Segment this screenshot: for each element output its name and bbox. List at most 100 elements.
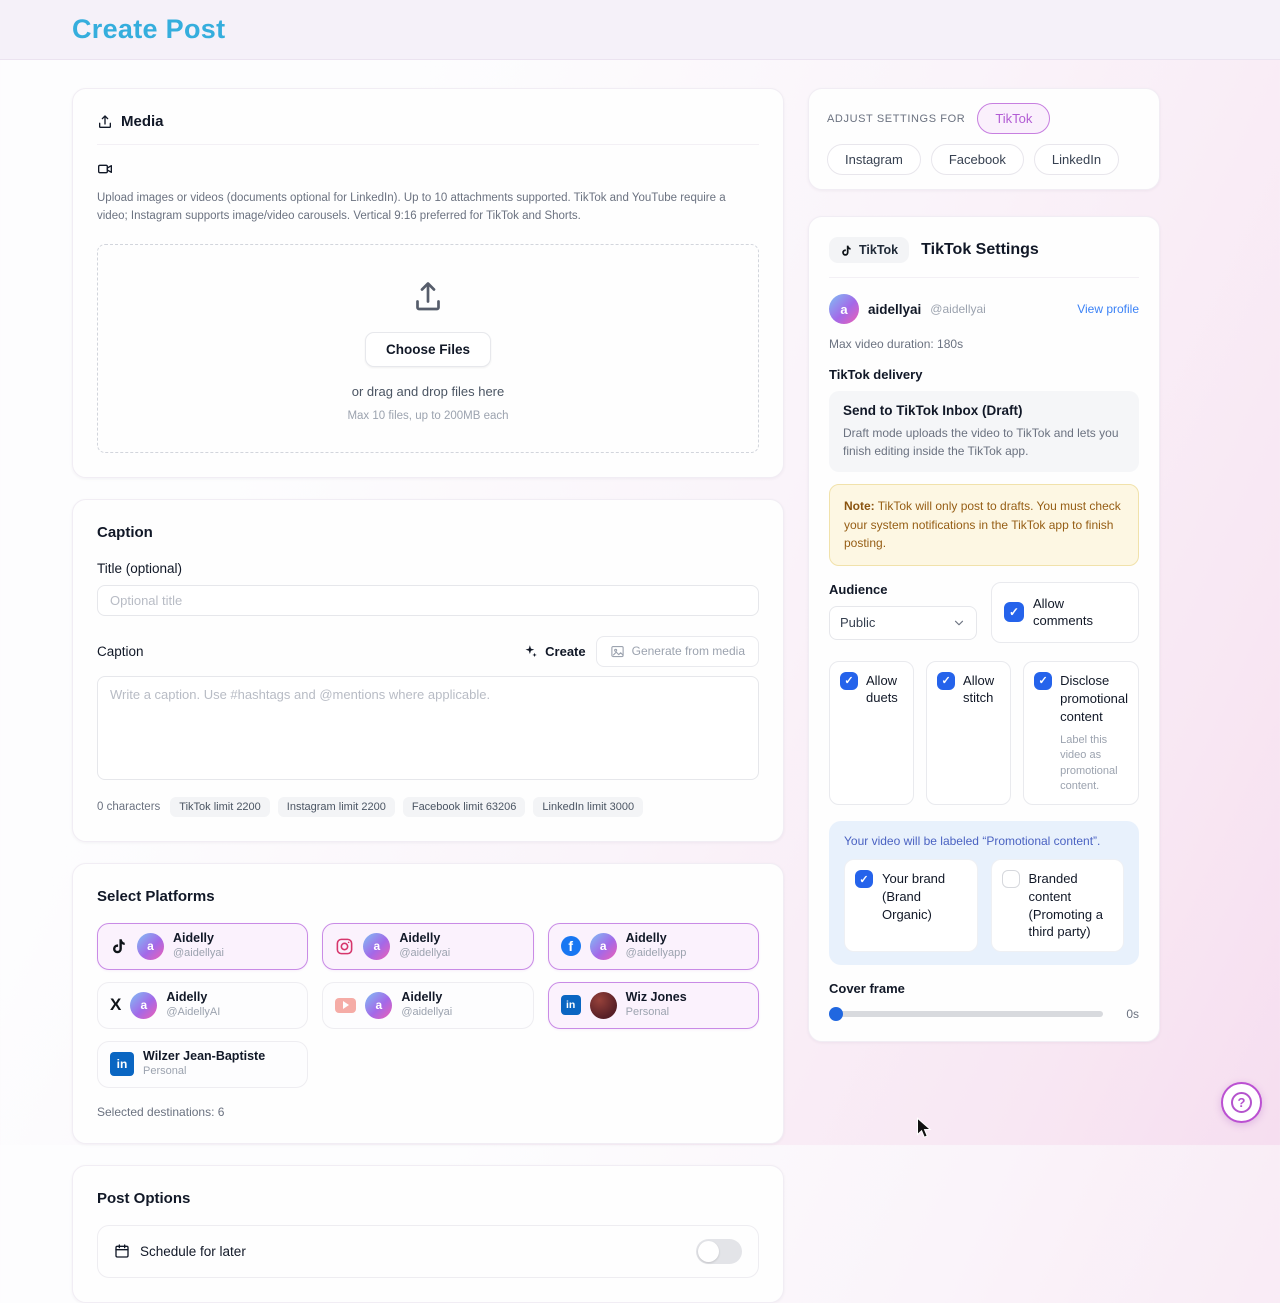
image-icon bbox=[610, 645, 624, 657]
account-handle: @aidellyapp bbox=[625, 947, 687, 960]
account-card-facebook[interactable]: f a Aidelly @aidellyapp bbox=[547, 922, 759, 970]
tiktok-account-handle: @aidellyai bbox=[930, 302, 986, 316]
tiktok-settings-card: TikTok TikTok Settings a aidellyai @aide… bbox=[808, 216, 1160, 1042]
audience-value: Public bbox=[840, 615, 876, 631]
toggle-knob bbox=[698, 1240, 719, 1262]
account-handle: @aidellyai bbox=[173, 947, 224, 960]
brand-organic-label: Your brand (Brand Organic) bbox=[882, 871, 946, 922]
slider-thumb[interactable] bbox=[829, 1006, 843, 1021]
avatar: a bbox=[130, 991, 158, 1019]
upload-icon bbox=[99, 114, 111, 128]
disclose-promo-sub: Label this video as promotional content. bbox=[1060, 733, 1118, 793]
delivery-option-title: Send to TikTok Inbox (Draft) bbox=[843, 403, 1023, 418]
question-mark-icon: ? bbox=[1231, 1092, 1252, 1113]
branded-content-checkbox[interactable] bbox=[1001, 870, 1020, 889]
character-count: 0 characters bbox=[97, 800, 161, 813]
caption-label-row: Caption Create Generate from media bbox=[97, 635, 759, 667]
generate-from-media-button[interactable]: Generate from media bbox=[595, 635, 759, 667]
caption-actions: Create Generate from media bbox=[523, 635, 759, 667]
account-name: Aidelly bbox=[401, 990, 443, 1005]
cover-frame-row: 0s bbox=[829, 1006, 1139, 1021]
chevron-down-icon bbox=[954, 620, 964, 626]
tiktok-badge-label: TikTok bbox=[859, 243, 899, 257]
linkedin-limit-badge: LinkedIn limit 3000 bbox=[533, 796, 644, 817]
tab-linkedin[interactable]: LinkedIn bbox=[1033, 144, 1120, 175]
avatar bbox=[589, 991, 617, 1019]
allow-duets-checkbox[interactable]: ✓ bbox=[840, 671, 858, 690]
file-limits-text: Max 10 files, up to 200MB each bbox=[347, 409, 509, 422]
tiktok-icon bbox=[110, 937, 128, 955]
tiktok-badge: TikTok bbox=[829, 237, 910, 263]
linkedin-icon: in bbox=[560, 995, 581, 1016]
caption-footer: 0 characters TikTok limit 2200 Instagram… bbox=[97, 796, 759, 817]
account-card-x[interactable]: X a Aidelly @AidellyAI bbox=[97, 981, 309, 1029]
branded-content-option[interactable]: Branded content (Promoting a third party… bbox=[990, 859, 1124, 952]
tiktok-settings-header: TikTok TikTok Settings bbox=[829, 237, 1139, 278]
account-card-youtube[interactable]: a Aidelly @aidellyai bbox=[322, 981, 534, 1029]
video-camera-icon bbox=[98, 164, 112, 174]
account-handle: @aidellyai bbox=[401, 1006, 453, 1019]
schedule-toggle[interactable] bbox=[696, 1238, 742, 1264]
view-profile-link[interactable]: View profile bbox=[1077, 302, 1139, 316]
audience-select[interactable]: Public bbox=[829, 605, 977, 640]
platforms-grid: a Aidelly @aidellyai a Aidelly @aidellya… bbox=[97, 922, 759, 1088]
adjust-settings-label: ADJUST SETTINGS FOR bbox=[827, 112, 966, 125]
tiktok-account-name: aidellyai bbox=[868, 301, 922, 317]
ai-create-label: Create bbox=[545, 643, 586, 659]
disclose-promo-option[interactable]: ✓ Disclose promotional content Label thi… bbox=[1023, 660, 1140, 806]
media-description: Upload images or videos (documents optio… bbox=[97, 192, 726, 222]
cover-frame-value: 0s bbox=[1126, 1006, 1139, 1021]
brand-organic-checkbox[interactable]: ✓ bbox=[855, 870, 873, 889]
account-name: Wilzer Jean-Baptiste bbox=[143, 1049, 266, 1064]
delivery-option-desc: Draft mode uploads the video to TikTok a… bbox=[843, 426, 1119, 458]
note-text: TikTok will only post to drafts. You mus… bbox=[844, 499, 1121, 551]
allow-comments-checkbox[interactable]: ✓ bbox=[1004, 602, 1024, 623]
tab-tiktok[interactable]: TikTok bbox=[977, 103, 1051, 134]
upload-arrow-icon bbox=[416, 281, 440, 310]
account-card-instagram[interactable]: a Aidelly @aidellyai bbox=[322, 922, 534, 970]
delivery-label: TikTok delivery bbox=[829, 367, 923, 382]
drag-drop-text: or drag and drop files here bbox=[351, 383, 505, 399]
top-bar: Create Post bbox=[0, 0, 1280, 60]
allow-stitch-checkbox[interactable]: ✓ bbox=[937, 671, 956, 690]
max-duration-text: Max video duration: 180s bbox=[829, 337, 964, 351]
caption-textarea[interactable] bbox=[97, 675, 759, 780]
tiktok-icon bbox=[842, 245, 851, 256]
allow-comments-option[interactable]: ✓ Allow comments bbox=[991, 581, 1139, 643]
choose-files-button[interactable]: Choose Files bbox=[364, 331, 492, 367]
media-title: Media bbox=[121, 113, 164, 130]
tab-instagram[interactable]: Instagram bbox=[827, 144, 921, 175]
caption-card-title: Caption bbox=[97, 523, 153, 541]
delivery-option[interactable]: Send to TikTok Inbox (Draft) Draft mode … bbox=[829, 391, 1139, 472]
help-button[interactable]: ? bbox=[1221, 1082, 1262, 1123]
brand-organic-option[interactable]: ✓ Your brand (Brand Organic) bbox=[844, 859, 978, 952]
account-card-linkedin-wiz[interactable]: in Wiz Jones Personal bbox=[547, 981, 759, 1029]
allow-duets-option[interactable]: ✓ Allow duets bbox=[829, 660, 915, 806]
allow-stitch-option[interactable]: ✓ Allow stitch bbox=[926, 660, 1012, 806]
disclose-promo-checkbox[interactable]: ✓ bbox=[1034, 671, 1053, 690]
avatar: a bbox=[829, 294, 859, 324]
youtube-icon bbox=[335, 997, 357, 1013]
account-name: Aidelly bbox=[399, 931, 441, 946]
avatar: a bbox=[137, 932, 164, 960]
account-handle: @aidellyai bbox=[399, 947, 451, 960]
post-options-card: Post Options Schedule for later bbox=[72, 1164, 784, 1303]
title-input[interactable] bbox=[97, 584, 759, 616]
linkedin-icon: in bbox=[110, 1052, 134, 1077]
audience-row: Audience Public ✓ Allow comments bbox=[829, 581, 1139, 643]
avatar: a bbox=[365, 991, 393, 1019]
file-dropzone[interactable]: Choose Files or drag and drop files here… bbox=[97, 243, 759, 453]
post-options-title: Post Options bbox=[97, 1189, 191, 1207]
account-card-linkedin-wilzer[interactable]: in Wilzer Jean-Baptiste Personal bbox=[97, 1040, 309, 1088]
avatar: a bbox=[363, 932, 391, 960]
title-field-label: Title (optional) bbox=[97, 560, 183, 576]
instagram-limit-badge: Instagram limit 2200 bbox=[277, 796, 395, 817]
main-content: Media Upload images or videos (documents… bbox=[0, 60, 1280, 1303]
account-card-tiktok[interactable]: a Aidelly @aidellyai bbox=[97, 922, 309, 970]
ai-create-button[interactable]: Create bbox=[523, 643, 586, 659]
cover-frame-label: Cover frame bbox=[829, 980, 905, 996]
cover-frame-slider[interactable] bbox=[829, 1006, 1103, 1021]
tab-facebook[interactable]: Facebook bbox=[930, 144, 1024, 175]
audience-column: Audience Public bbox=[829, 582, 977, 643]
account-name: Aidelly bbox=[166, 990, 208, 1005]
